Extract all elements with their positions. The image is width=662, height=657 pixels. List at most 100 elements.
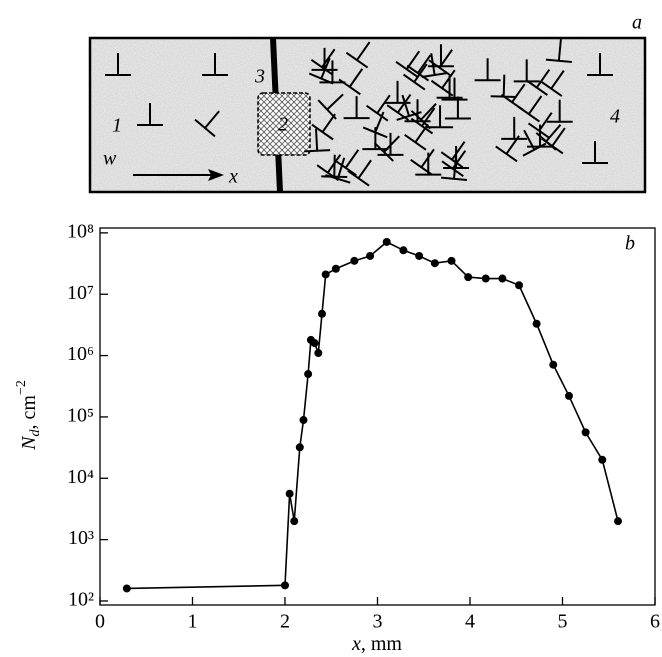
dislocation (384, 80, 411, 104)
data-point (295, 443, 304, 452)
axis-label: x (228, 166, 238, 188)
dislocation (347, 159, 372, 187)
data-point (464, 273, 473, 282)
region-2 (257, 92, 311, 156)
dislocation (517, 95, 543, 123)
dislocation (311, 113, 336, 141)
x-tick-label: 6 (650, 611, 660, 633)
data-point (318, 309, 326, 318)
data-point (331, 264, 340, 273)
dislocation (441, 77, 468, 101)
y-tick-label: 10⁵ (67, 405, 94, 427)
dislocation (545, 38, 572, 64)
data-point (430, 259, 439, 268)
dislocation (137, 103, 163, 126)
data-point (481, 274, 490, 283)
dislocation (495, 135, 520, 163)
dislocation (582, 141, 608, 164)
panel-label: a (632, 12, 642, 34)
data-line (126, 241, 619, 590)
dislocation (443, 146, 470, 170)
data-point (382, 237, 391, 246)
dislocation (546, 99, 573, 123)
dislocation (587, 53, 613, 76)
y-tick-label: 10² (68, 589, 94, 611)
dislocation (319, 60, 346, 84)
dislocation (202, 53, 228, 76)
data-point (598, 455, 607, 464)
dislocation (373, 135, 400, 162)
dislocation (402, 63, 428, 91)
y-tick-label: 10³ (68, 527, 94, 549)
dislocation (310, 48, 336, 76)
dislocation (427, 105, 454, 129)
x-tick-label: 0 (95, 611, 105, 633)
sample-diagram: a 1 2 3 4 w x (88, 12, 647, 194)
dislocation (501, 116, 528, 140)
data-point (447, 256, 456, 265)
x-tick-label: 2 (280, 611, 290, 633)
y-axis-title: Nd, cm−2 (14, 380, 43, 451)
dislocation (490, 74, 517, 99)
dislocation (343, 96, 370, 120)
dislocation (513, 59, 540, 83)
dislocation (194, 110, 220, 138)
data-point (564, 391, 573, 400)
y-tick-label: 10⁸ (67, 220, 94, 242)
dislocation (377, 132, 404, 156)
dislocation (440, 141, 466, 168)
x-tick-label: 5 (558, 611, 568, 633)
data-point (366, 251, 375, 260)
data-point (299, 416, 308, 425)
dislocation (304, 128, 331, 153)
arrow-head (208, 169, 224, 181)
dislocation (362, 127, 389, 151)
dislocation (410, 148, 435, 176)
dislocation (525, 68, 551, 96)
data-point (515, 281, 524, 290)
region-label: 2 (278, 114, 288, 136)
panel-label: b (625, 233, 635, 255)
data-point (321, 270, 330, 279)
data-point (310, 339, 319, 348)
dislocation (334, 149, 360, 177)
y-title-part: N (18, 435, 40, 451)
dislocation (105, 53, 131, 76)
data-point (415, 251, 424, 260)
data-point (314, 349, 323, 358)
dislocation (395, 50, 421, 78)
x-tick-label: 1 (188, 611, 198, 633)
dislocation (365, 94, 391, 122)
width-label: w (103, 148, 117, 170)
data-point (532, 319, 541, 328)
x-title-part: , mm (361, 633, 403, 655)
data-point (581, 428, 590, 437)
x-tick-label: 4 (465, 611, 475, 633)
dislocation (404, 99, 431, 123)
y-tick-label: 10⁶ (67, 343, 94, 365)
dislocation (404, 123, 429, 151)
dislocation (527, 124, 554, 148)
data-point (549, 360, 558, 369)
data-point (304, 370, 313, 379)
data-point (498, 274, 507, 283)
y-tick-label: 10⁷ (67, 282, 94, 304)
y-title-part: d (28, 429, 43, 437)
data-point (350, 256, 359, 265)
y-title-part: , cm (18, 395, 40, 430)
x-axis-title: x, mm (351, 633, 402, 655)
data-point (285, 489, 294, 498)
data-point (281, 581, 289, 590)
y-tick-label: 10⁴ (67, 466, 94, 488)
x-tick-label: 3 (373, 611, 383, 633)
dislocation (345, 41, 371, 69)
dislocation (428, 49, 453, 76)
plot-frame (99, 227, 656, 606)
dislocation (436, 75, 463, 99)
sample-border (88, 36, 647, 194)
data-point (614, 517, 622, 526)
dislocation (321, 154, 348, 179)
chart: b x, mm Nd, cm−2 0 1 2 3 4 5 6 10² 10³ 10⁴ 10⁵ 10⁶ 1… (14, 220, 660, 654)
dislocation (474, 58, 501, 82)
